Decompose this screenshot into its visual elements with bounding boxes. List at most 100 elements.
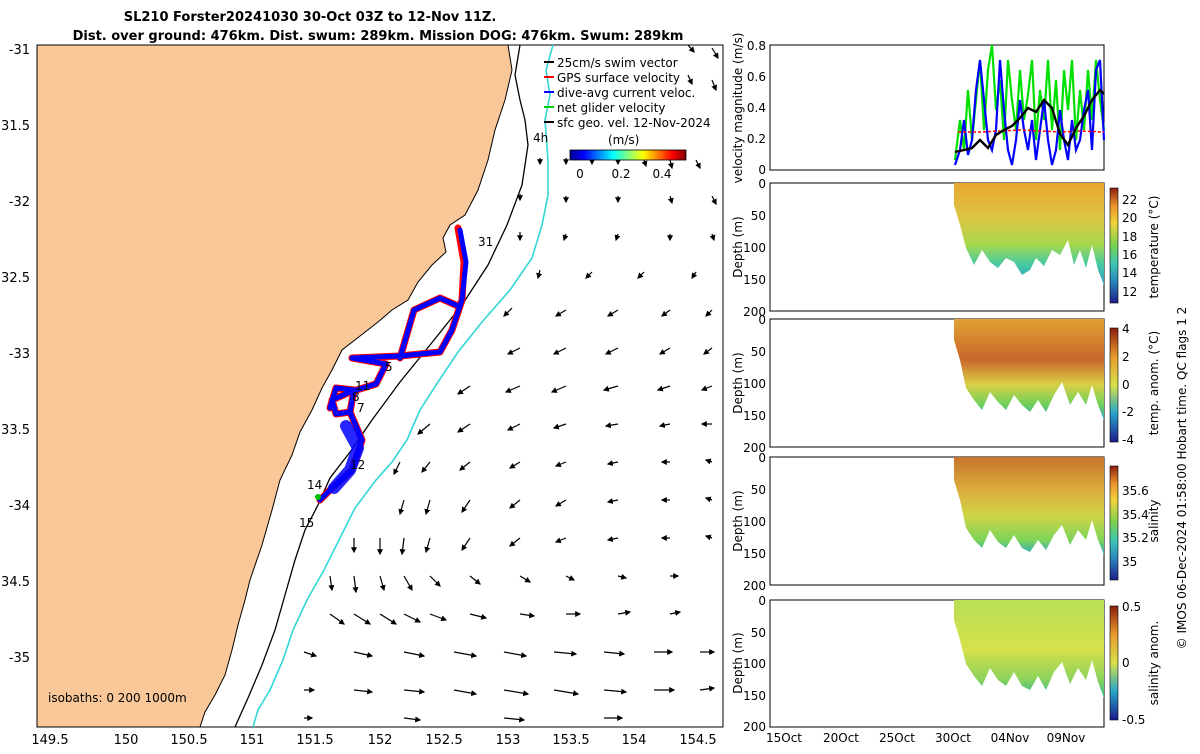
vector bbox=[469, 575, 481, 585]
lon-tick: 153.5 bbox=[552, 733, 589, 748]
legend-net-glider: net glider velocity bbox=[557, 101, 665, 115]
ytick: 200 bbox=[743, 579, 766, 593]
vector bbox=[695, 159, 701, 170]
ctick: -4 bbox=[1122, 433, 1134, 447]
ytick: 200 bbox=[743, 720, 766, 734]
vector bbox=[353, 651, 374, 658]
ytick: 50 bbox=[751, 626, 766, 640]
panel-temp-anomaly: Depth (m) 0 50 100 150 200 4 2 0 -2 -4 t… bbox=[731, 313, 1161, 455]
vector bbox=[403, 688, 426, 695]
vector bbox=[606, 309, 619, 317]
vector bbox=[704, 496, 713, 503]
colorbar-label: temp. anom. (°C) bbox=[1147, 331, 1161, 435]
ytick: 100 bbox=[743, 377, 766, 391]
vector bbox=[461, 537, 471, 551]
lon-tick: 152.5 bbox=[425, 733, 462, 748]
vector bbox=[552, 347, 567, 355]
time-tick: 25Oct bbox=[879, 731, 915, 745]
lon-tick: 149.5 bbox=[31, 733, 68, 748]
vector bbox=[704, 534, 713, 541]
vector bbox=[503, 689, 530, 697]
glider-track bbox=[315, 224, 469, 504]
lon-tick: 150.5 bbox=[170, 733, 207, 748]
vector bbox=[691, 271, 698, 279]
vector bbox=[393, 461, 401, 476]
colorbar-tick: 0.2 bbox=[611, 167, 630, 181]
ylabel: Depth (m) bbox=[731, 352, 745, 413]
vector bbox=[303, 651, 318, 658]
vector bbox=[399, 537, 406, 556]
ctick: 2 bbox=[1122, 350, 1130, 364]
colorbar bbox=[1109, 605, 1119, 721]
colorbar bbox=[1109, 187, 1119, 304]
vector bbox=[453, 651, 478, 659]
track-label-12: 12 bbox=[350, 458, 365, 472]
vector bbox=[606, 460, 619, 467]
vector bbox=[403, 716, 422, 723]
vector bbox=[457, 423, 471, 433]
time-tick: 20Oct bbox=[823, 731, 859, 745]
vector bbox=[379, 575, 386, 592]
vector bbox=[699, 685, 716, 692]
vector bbox=[453, 689, 478, 697]
time-tick: 09Nov bbox=[1047, 731, 1086, 745]
vector bbox=[603, 688, 628, 695]
panel-temperature: Depth (m) 0 50 100 150 200 22 20 18 16 1… bbox=[731, 177, 1161, 319]
isobath-1000 bbox=[252, 44, 554, 728]
vector bbox=[519, 575, 532, 583]
field bbox=[954, 319, 1104, 420]
vector bbox=[519, 612, 536, 619]
ytick: 100 bbox=[743, 241, 766, 255]
vector bbox=[461, 499, 471, 513]
vector bbox=[403, 575, 413, 592]
lon-axis: 149.5 150 150.5 151 151.5 152 152.5 153 … bbox=[31, 733, 716, 748]
vector bbox=[417, 423, 431, 435]
vector bbox=[459, 461, 471, 471]
ytick: 150 bbox=[743, 547, 766, 561]
lon-tick: 153 bbox=[496, 733, 521, 748]
track-end-marker bbox=[315, 494, 321, 500]
lon-tick: 154.5 bbox=[679, 733, 716, 748]
vector bbox=[604, 347, 619, 355]
vector bbox=[703, 347, 713, 355]
track-blue bbox=[317, 227, 469, 503]
isobaths-label: isobaths: 0 200 1000m bbox=[48, 691, 187, 705]
vector bbox=[328, 575, 335, 592]
ytick: 50 bbox=[751, 345, 766, 359]
vector bbox=[424, 499, 431, 516]
ytick: 50 bbox=[751, 209, 766, 223]
lat-tick: -31 bbox=[9, 43, 30, 58]
vector bbox=[552, 423, 567, 430]
ctick: 12 bbox=[1122, 285, 1137, 299]
lat-tick: 31.5 bbox=[1, 119, 30, 134]
ytick: 0.8 bbox=[747, 39, 766, 53]
vector bbox=[329, 613, 345, 625]
vector bbox=[687, 74, 693, 86]
track-label-11: 11 bbox=[355, 379, 370, 393]
series-black bbox=[954, 88, 1105, 154]
vector bbox=[562, 233, 569, 242]
vector bbox=[554, 461, 567, 468]
vector bbox=[429, 613, 448, 622]
ctick: 4 bbox=[1122, 322, 1130, 336]
vector bbox=[503, 307, 513, 317]
title-line2: Dist. over ground: 476km. Dist. swum: 28… bbox=[73, 29, 684, 44]
time-tick: 15Oct bbox=[766, 731, 802, 745]
ctick: 18 bbox=[1122, 230, 1137, 244]
vector bbox=[614, 233, 621, 242]
footer-credit: © IMOS 06-Dec-2024 01:58:00 Hobart time.… bbox=[1175, 307, 1189, 650]
vector bbox=[661, 309, 671, 317]
ytick: 200 bbox=[743, 441, 766, 455]
legend-sfc-geo: sfc geo. vel. 12-Nov-2024 bbox=[557, 116, 711, 130]
vector bbox=[509, 537, 521, 547]
ytick: 0 bbox=[758, 163, 766, 177]
vector bbox=[403, 651, 426, 659]
colorbar-tick: 0.4 bbox=[652, 167, 671, 181]
ytick: 100 bbox=[743, 515, 766, 529]
vector bbox=[617, 573, 628, 580]
field bbox=[954, 457, 1104, 555]
vector bbox=[554, 309, 567, 317]
map-legend: 25cm/s swim vector GPS surface velocity … bbox=[544, 56, 711, 130]
ytick: 50 bbox=[751, 483, 766, 497]
